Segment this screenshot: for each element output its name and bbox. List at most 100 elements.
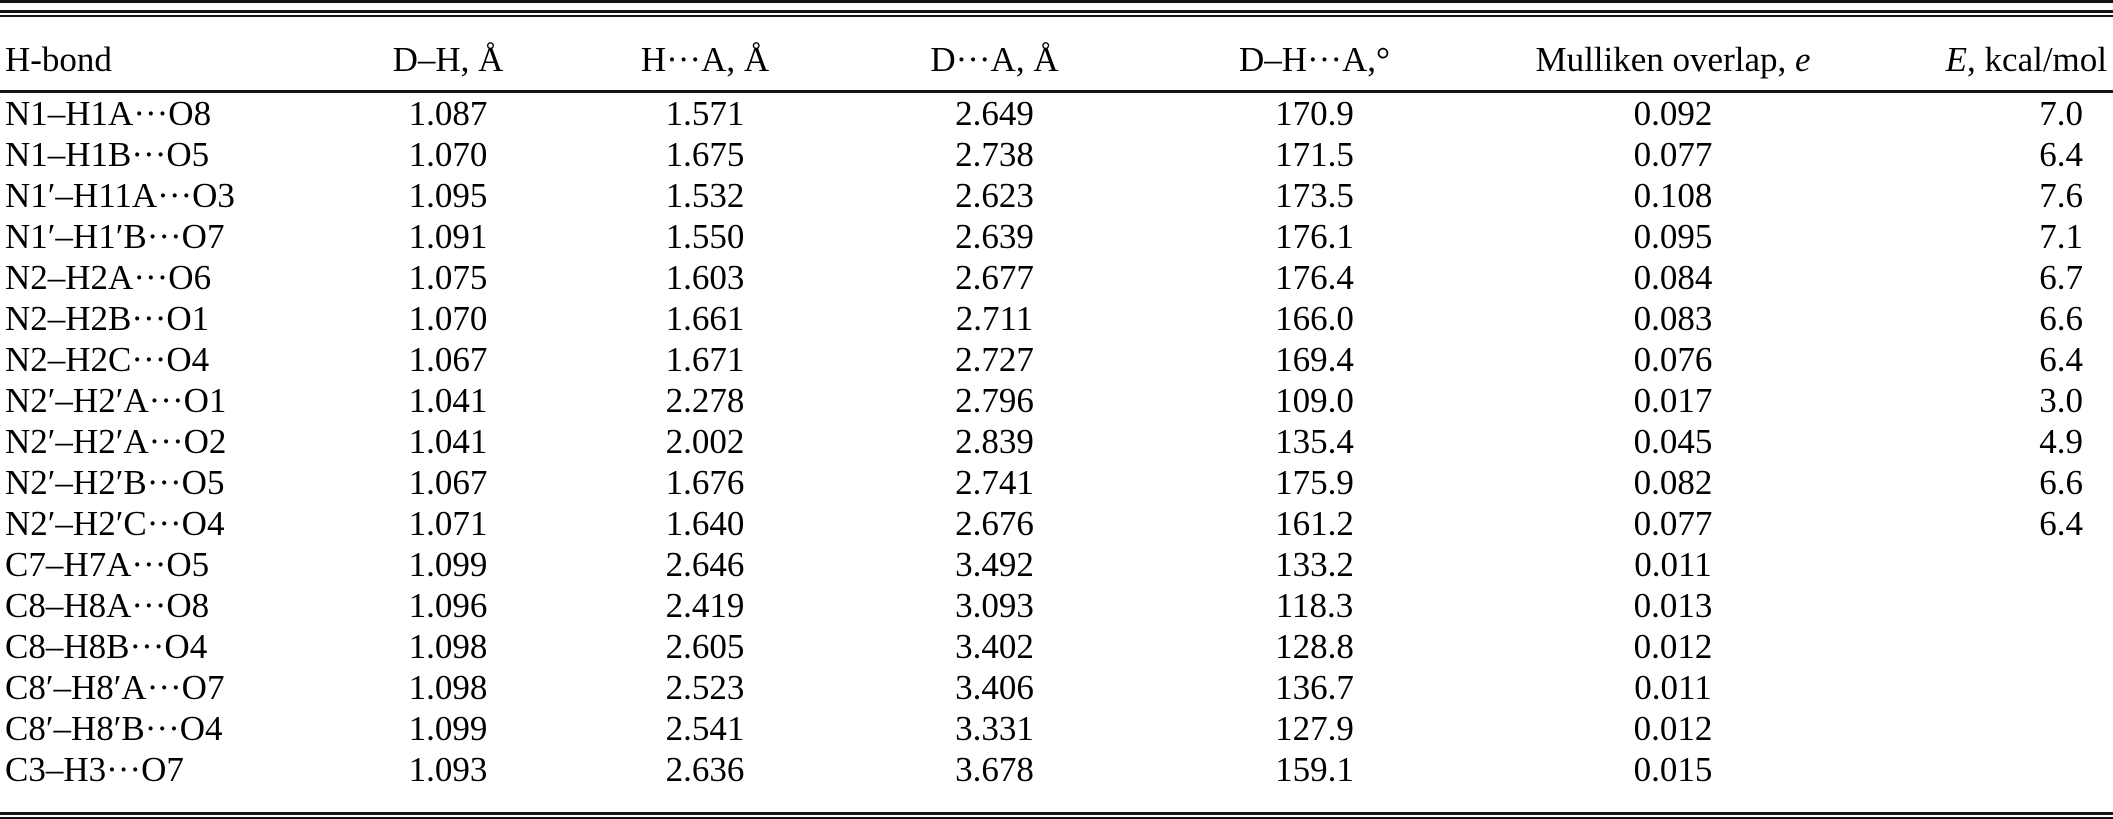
cell-d-h-a-angle: 166.0 — [1275, 299, 1354, 338]
cell-d-a: 2.677 — [955, 258, 1034, 297]
cell-h-a: 2.523 — [665, 668, 745, 707]
cell-d-a: 2.676 — [955, 504, 1034, 543]
cell-h-bond: C8–H8B···O4 — [5, 627, 208, 666]
cell-h-a: 2.002 — [665, 422, 745, 461]
cell-h-a: 1.550 — [665, 217, 745, 256]
cell-d-h-a-angle: 173.5 — [1275, 176, 1354, 215]
cell-mulliken-overlap: 0.011 — [1634, 668, 1712, 707]
cell-h-a: 2.646 — [665, 545, 745, 584]
table-row: C8′–H8′A···O7 1.098 2.523 3.406 136.7 0.011 — [0, 667, 2113, 708]
cell-h-a: 1.671 — [665, 340, 745, 379]
cell-d-h: 1.087 — [408, 94, 488, 133]
cell-d-h-a-angle: 175.9 — [1275, 463, 1354, 502]
table-row: N2–H2A···O6 1.075 1.603 2.677 176.4 0.084 6.7 — [0, 257, 2113, 298]
column-header-h-a: H···A, Å — [566, 17, 844, 93]
table-row: C8–H8A···O8 1.096 2.419 3.093 118.3 0.013 — [0, 585, 2113, 626]
cell-d-a: 2.741 — [955, 463, 1034, 502]
cell-h-a: 1.675 — [665, 135, 745, 174]
cell-mulliken-overlap: 0.095 — [1633, 217, 1713, 256]
table-row: N1–H1B···O5 1.070 1.675 2.738 171.5 0.077 6.4 — [0, 134, 2113, 175]
cell-d-h-a-angle: 127.9 — [1275, 709, 1354, 748]
cell-h-a: 1.676 — [665, 463, 745, 502]
cell-mulliken-overlap: 0.077 — [1633, 504, 1713, 543]
cell-d-h: 1.095 — [408, 176, 488, 215]
cell-d-h: 1.075 — [408, 258, 488, 297]
table-row: N1′–H1′B···O7 1.091 1.550 2.639 176.1 0.095 7.… — [0, 216, 2113, 257]
cell-h-bond: N2–H2B···O1 — [5, 299, 210, 338]
cell-d-h: 1.071 — [408, 504, 488, 543]
cell-d-a: 2.738 — [955, 135, 1034, 174]
hbond-table-section: H-bond D–H, Å H···A, Å D···A, Å D–H···A,° Mul… — [0, 17, 2113, 790]
cell-d-a: 3.492 — [955, 545, 1034, 584]
cell-d-h: 1.091 — [408, 217, 488, 256]
cell-h-bond: N2′–H2′B···O5 — [5, 463, 225, 502]
table-row: N2–H2C···O4 1.067 1.671 2.727 169.4 0.076 6.4 — [0, 339, 2113, 380]
cell-energy: 7.6 — [2039, 176, 2083, 215]
cell-mulliken-overlap: 0.108 — [1633, 176, 1713, 215]
table-row: C3–H3···O7 1.093 2.636 3.678 159.1 0.015 — [0, 749, 2113, 790]
double-rule-upper — [0, 10, 2113, 13]
cell-energy: 7.0 — [2039, 94, 2083, 133]
cell-energy — [1862, 626, 2113, 667]
cell-d-a: 3.331 — [955, 709, 1034, 748]
cell-energy: 6.6 — [2039, 299, 2083, 338]
hbond-table: H-bond D–H, Å H···A, Å D···A, Å D–H···A,° Mul… — [0, 17, 2113, 790]
cell-d-a: 2.796 — [955, 381, 1034, 420]
column-header-d-h-a-angle: D–H···A,° — [1145, 17, 1484, 93]
cell-mulliken-overlap: 0.012 — [1633, 709, 1713, 748]
cell-d-a: 3.402 — [955, 627, 1034, 666]
cell-energy: 6.7 — [2039, 258, 2083, 297]
cell-mulliken-overlap: 0.082 — [1633, 463, 1713, 502]
cell-d-h: 1.041 — [408, 422, 488, 461]
cell-d-h-a-angle: 176.1 — [1275, 217, 1354, 256]
cell-h-bond: N1–H1B···O5 — [5, 135, 210, 174]
cell-d-h-a-angle: 118.3 — [1275, 586, 1354, 625]
cell-h-a: 2.636 — [665, 750, 745, 789]
cell-d-a: 2.649 — [955, 94, 1034, 133]
cell-d-h-a-angle: 176.4 — [1275, 258, 1354, 297]
cell-mulliken-overlap: 0.077 — [1633, 135, 1713, 174]
cell-mulliken-overlap: 0.013 — [1633, 586, 1713, 625]
cell-d-a: 2.839 — [955, 422, 1034, 461]
cell-h-a: 1.661 — [665, 299, 745, 338]
cell-h-a: 2.419 — [665, 586, 745, 625]
cell-d-h-a-angle: 159.1 — [1275, 750, 1354, 789]
cell-d-a: 2.639 — [955, 217, 1034, 256]
cell-d-h: 1.070 — [408, 135, 488, 174]
cell-energy — [1862, 585, 2113, 626]
column-header-h-bond: H-bond — [0, 17, 330, 93]
cell-h-bond: N1–H1A···O8 — [5, 94, 212, 133]
header-row: H-bond D–H, Å H···A, Å D···A, Å D–H···A,° Mul… — [0, 17, 2113, 93]
cell-d-h-a-angle: 170.9 — [1275, 94, 1354, 133]
table-row: N2–H2B···O1 1.070 1.661 2.711 166.0 0.083 6.6 — [0, 298, 2113, 339]
cell-mulliken-overlap: 0.017 — [1633, 381, 1713, 420]
cell-mulliken-overlap: 0.076 — [1633, 340, 1713, 379]
cell-energy — [1862, 667, 2113, 708]
cell-d-a: 2.711 — [955, 299, 1034, 338]
cell-mulliken-overlap: 0.012 — [1633, 627, 1713, 666]
bottom-spacer — [0, 790, 2113, 812]
cell-energy: 7.1 — [2039, 217, 2083, 256]
cell-d-h-a-angle: 109.0 — [1275, 381, 1354, 420]
cell-mulliken-overlap: 0.011 — [1634, 545, 1712, 584]
cell-h-bond: C3–H3···O7 — [5, 750, 184, 789]
cell-mulliken-overlap: 0.083 — [1633, 299, 1713, 338]
cell-h-bond: N2–H2A···O6 — [5, 258, 212, 297]
cell-d-h: 1.041 — [408, 381, 488, 420]
cell-h-bond: N2′–H2′A···O1 — [5, 381, 227, 420]
cell-d-h: 1.093 — [408, 750, 488, 789]
cell-h-bond: N1′–H11A···O3 — [5, 176, 235, 215]
cell-h-bond: N2′–H2′C···O4 — [5, 504, 225, 543]
cell-h-bond: C8–H8A···O8 — [5, 586, 210, 625]
cell-d-h: 1.099 — [408, 709, 488, 748]
column-header-d-h: D–H, Å — [330, 17, 566, 93]
cell-d-h-a-angle: 169.4 — [1275, 340, 1354, 379]
cell-d-h: 1.098 — [408, 668, 488, 707]
double-rule-lower — [0, 15, 2113, 17]
cell-d-h: 1.067 — [408, 463, 488, 502]
table-row: N1–H1A···O8 1.087 1.571 2.649 170.9 0.092 7.0 — [0, 92, 2113, 135]
table-body: N1–H1A···O8 1.087 1.571 2.649 170.9 0.092 7.0 N… — [0, 92, 2113, 791]
cell-h-bond: N1′–H1′B···O7 — [5, 217, 225, 256]
cell-h-a: 1.640 — [665, 504, 745, 543]
cell-h-a: 1.532 — [665, 176, 745, 215]
